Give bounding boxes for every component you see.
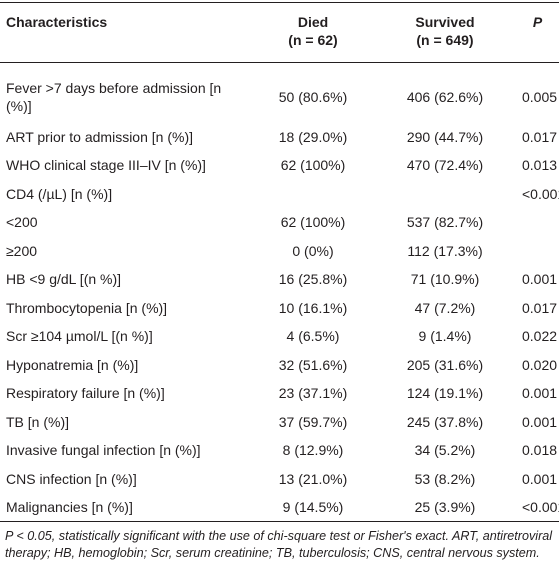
table-cell: Malignancies [n (%)] — [6, 499, 133, 515]
table-row: Scr ≥104 µmol/L [(n %)] 4 (6.5%) 9 (1.4%) 0… — [0, 322, 559, 351]
table-cell: TB [n (%)] — [6, 413, 70, 430]
table-cell: 50 (80.6%) — [278, 88, 348, 105]
table-row: Hyponatremia [n (%)] 32 (51.6%) 205 (31.6%… — [0, 351, 559, 380]
table-cell — [516, 208, 559, 237]
table-cell: ≥200 — [6, 242, 38, 259]
table-cell: 124 (19.1%) — [406, 385, 484, 402]
table-cell: 0.001 — [522, 413, 558, 430]
table-row: <200 62 (100%) 537 (82.7%) — [0, 208, 559, 237]
table-cell: CNS infection [n (%)] — [6, 470, 137, 487]
table-cell: 0.001 — [522, 470, 558, 487]
table-cell: Invasive fungal infection [n (%)] — [6, 442, 201, 459]
table-cell: 9 (14.5%) — [282, 499, 344, 515]
table-cell: Respiratory failure [n (%)] — [6, 385, 165, 402]
table-cell: 8 (12.9%) — [282, 442, 344, 459]
table-cell: 62 (100%) — [280, 214, 346, 231]
table-cell: 0.001 — [522, 271, 558, 288]
column-header: P — [516, 2, 559, 63]
table-cell: 0.020 — [522, 356, 558, 373]
table-cell: 245 (37.8%) — [406, 413, 484, 430]
table-cell: 23 (37.1%) — [278, 385, 348, 402]
table-cell: Fever >7 days before admission [n (%)] — [6, 79, 222, 114]
table-cell: Thrombocytopenia [n (%)] — [6, 299, 168, 316]
table-cell: 71 (10.9%) — [410, 271, 480, 288]
table-cell: 537 (82.7%) — [406, 214, 484, 231]
table-row: ART prior to admission [n (%)] 18 (29.0%)… — [0, 123, 559, 152]
column-header: Survived (n = 649) — [374, 2, 516, 63]
table-row: CD4 (/µL) [n (%)] <0.001 — [0, 180, 559, 209]
table-cell: 0.001 — [522, 385, 558, 402]
table-cell: CD4 (/µL) [n (%)] — [6, 185, 113, 202]
table-cell: 290 (44.7%) — [406, 128, 484, 145]
table-cell: 0.022 — [522, 328, 558, 345]
table-cell — [374, 180, 516, 209]
table-cell: HB <9 g/dL [(n %)] — [6, 271, 122, 288]
table-cell — [516, 237, 559, 266]
column-sublabel: (n = 649) — [416, 32, 474, 48]
table-cell: 0.017 — [522, 299, 558, 316]
table-cell: 406 (62.6%) — [406, 88, 484, 105]
table-cell: Scr ≥104 µmol/L [(n %)] — [6, 328, 153, 345]
table-cell: 47 (7.2%) — [414, 299, 476, 316]
table-cell: 32 (51.6%) — [278, 356, 348, 373]
table-cell: 10 (16.1%) — [278, 299, 348, 316]
table-cell: 18 (29.0%) — [278, 128, 348, 145]
table-body: Fever >7 days before admission [n (%)] 50… — [0, 63, 559, 522]
table-header: Characteristics Died (n = 62) Survived (n = … — [0, 2, 559, 63]
column-header: Characteristics — [0, 2, 252, 63]
table-row: HB <9 g/dL [(n %)] 16 (25.8%) 71 (10.9%) 0.… — [0, 265, 559, 294]
column-label: Died — [297, 14, 329, 30]
table-cell: <0.001 — [522, 499, 559, 515]
data-table: Characteristics Died (n = 62) Survived (n = … — [0, 2, 559, 522]
table-cell: 37 (59.7%) — [278, 413, 348, 430]
table-cell: 205 (31.6%) — [406, 356, 484, 373]
table-cell: 0.013 — [522, 157, 558, 174]
header-row: Characteristics Died (n = 62) Survived (n = … — [0, 2, 559, 63]
column-label: P — [532, 14, 543, 30]
column-label: Survived — [415, 14, 475, 30]
table-row: TB [n (%)] 37 (59.7%) 245 (37.8%) 0.001 — [0, 408, 559, 437]
table-cell: 53 (8.2%) — [414, 470, 476, 487]
table-row: ≥200 0 (0%) 112 (17.3%) — [0, 237, 559, 266]
table-cell: 4 (6.5%) — [286, 328, 340, 345]
table-cell: WHO clinical stage III–IV [n (%)] — [6, 157, 206, 174]
column-sublabel: (n = 62) — [288, 32, 338, 48]
table-cell: Hyponatremia [n (%)] — [6, 356, 139, 373]
table-row: CNS infection [n (%)] 13 (21.0%) 53 (8.2%)… — [0, 465, 559, 494]
table-cell: 16 (25.8%) — [278, 271, 348, 288]
column-label: Characteristics — [6, 14, 108, 30]
column-header: Died (n = 62) — [252, 2, 374, 63]
table-cell — [252, 180, 374, 209]
table-row: Respiratory failure [n (%)] 23 (37.1%) 124… — [0, 379, 559, 408]
table-cell: 62 (100%) — [280, 157, 346, 174]
table-cell: 13 (21.0%) — [278, 470, 348, 487]
table-cell: 470 (72.4%) — [406, 157, 484, 174]
table-cell: 0.018 — [522, 442, 558, 459]
table-row: Malignancies [n (%)] 9 (14.5%) 25 (3.9%) <0… — [0, 493, 559, 522]
table-cell: <200 — [6, 214, 38, 231]
table-row: Invasive fungal infection [n (%)] 8 (12.9… — [0, 436, 559, 465]
table-cell: 0.005 — [522, 88, 558, 105]
footnote: P < 0.05, statistically significant with… — [5, 529, 553, 560]
table-cell: 112 (17.3%) — [407, 242, 483, 259]
table-row: WHO clinical stage III–IV [n (%)] 62 (100… — [0, 151, 559, 180]
table-row: Fever >7 days before admission [n (%)] 50… — [0, 63, 559, 123]
table-cell: 9 (1.4%) — [418, 328, 472, 345]
table-cell: 25 (3.9%) — [414, 499, 476, 515]
table-cell: 0.017 — [522, 128, 558, 145]
table-cell: 0 (0%) — [292, 242, 334, 259]
table-cell: <0.001 — [522, 185, 559, 202]
table-cell: ART prior to admission [n (%)] — [6, 128, 193, 145]
table-row: Thrombocytopenia [n (%)] 10 (16.1%) 47 (7.… — [0, 294, 559, 323]
table-cell: 34 (5.2%) — [414, 442, 476, 459]
